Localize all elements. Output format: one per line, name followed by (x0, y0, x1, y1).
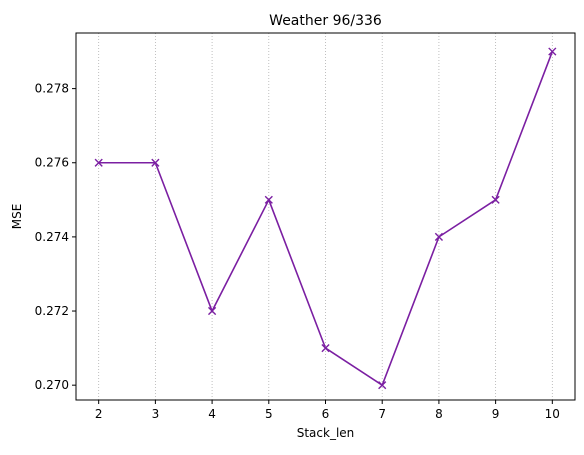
data-point-marker (94, 158, 103, 167)
data-point-marker (434, 232, 444, 241)
series-polyline (98, 51, 554, 386)
data-point-marker (548, 47, 557, 56)
data-point-marker (207, 306, 217, 316)
grid-lines (98, 33, 553, 400)
x-tick-label: 8 (435, 407, 443, 421)
x-axis-label: Stack_len (297, 426, 355, 440)
y-tick-label: 0.276 (35, 156, 69, 170)
x-tick-label: 2 (95, 407, 103, 421)
x-tick-label: 4 (208, 407, 216, 421)
x-tick-label: 3 (152, 407, 160, 421)
y-tick-label: 0.270 (35, 378, 69, 392)
chart-title: Weather 96/336 (269, 13, 382, 29)
data-point-marker (491, 195, 500, 204)
data-point-marker (321, 344, 330, 353)
data-point-marker (151, 158, 160, 167)
y-tick-label: 0.272 (35, 304, 69, 318)
x-ticks: 2 3 4 5 6 7 8 9 10 (95, 400, 560, 421)
x-tick-label: 6 (322, 407, 330, 421)
series-line (98, 51, 554, 386)
x-tick-label: 9 (492, 407, 500, 421)
y-tick-label: 0.278 (35, 82, 69, 96)
data-point-marker (264, 195, 273, 204)
x-tick-label: 5 (265, 407, 273, 421)
y-ticks: 0.270 0.272 0.274 0.276 0.278 (35, 82, 76, 392)
data-markers (94, 47, 557, 390)
x-tick-label: 10 (545, 407, 560, 421)
data-point-marker (378, 381, 387, 390)
x-tick-label: 7 (378, 407, 386, 421)
y-tick-label: 0.274 (35, 230, 69, 244)
y-axis-label: MSE (10, 204, 24, 230)
